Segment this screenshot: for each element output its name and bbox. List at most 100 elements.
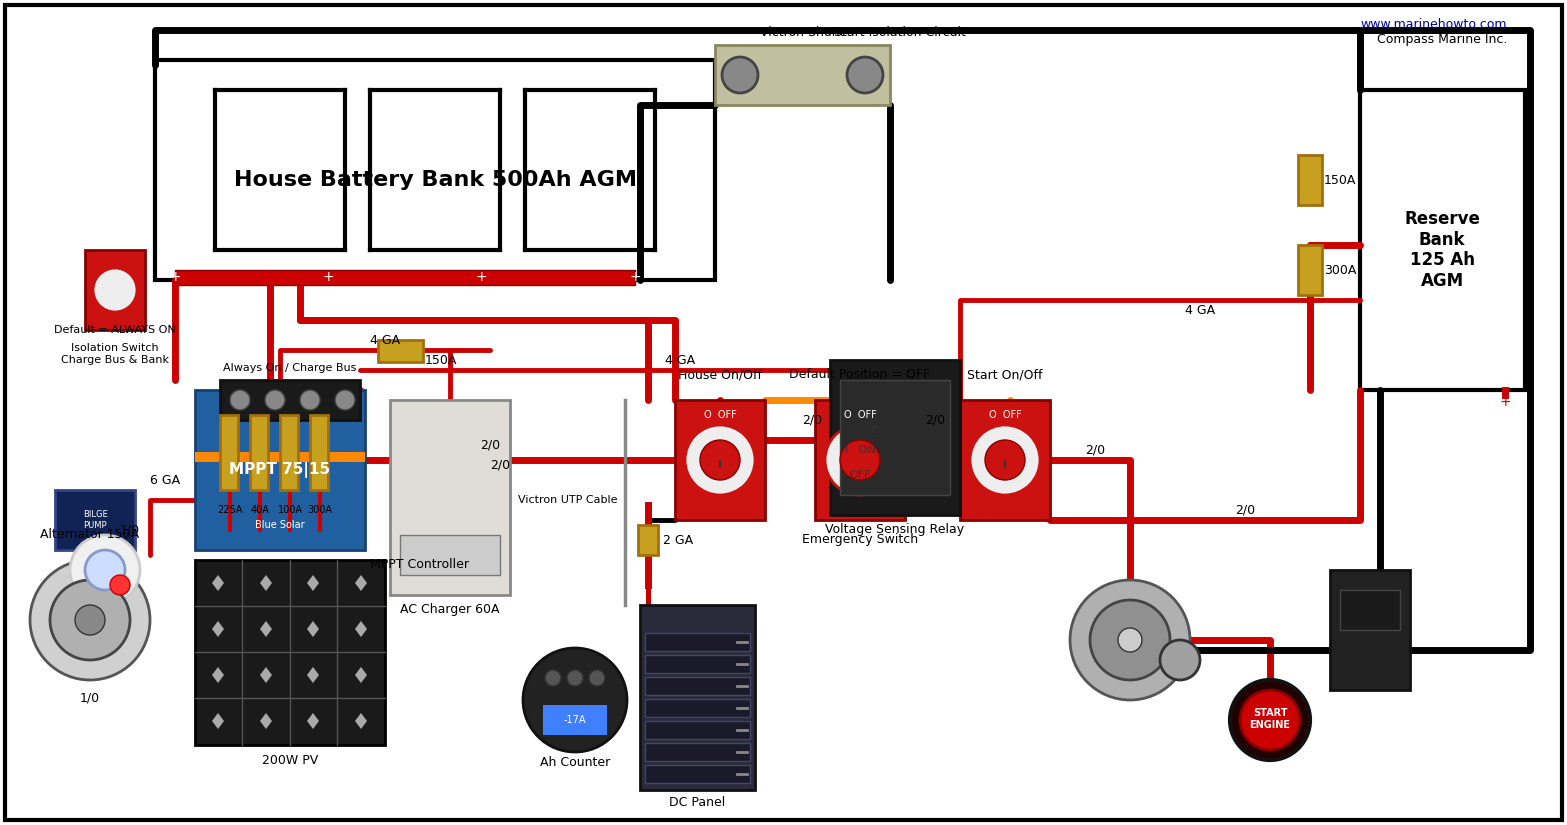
Bar xyxy=(544,705,606,735)
Text: I   ON: I ON xyxy=(845,445,876,455)
Polygon shape xyxy=(307,667,320,683)
Bar xyxy=(1340,590,1399,630)
Circle shape xyxy=(92,268,136,312)
Polygon shape xyxy=(307,621,320,637)
Text: 4 GA: 4 GA xyxy=(664,353,696,366)
Text: 100A: 100A xyxy=(277,505,302,515)
Polygon shape xyxy=(307,575,320,591)
Text: 6 GA: 6 GA xyxy=(150,474,180,487)
Circle shape xyxy=(30,560,150,680)
Text: Default = ALWAYS ON: Default = ALWAYS ON xyxy=(55,325,176,335)
Bar xyxy=(646,765,751,783)
Circle shape xyxy=(85,550,125,590)
Text: Start Isolation Circuit: Start Isolation Circuit xyxy=(834,26,965,39)
Text: 2/0: 2/0 xyxy=(480,439,500,451)
Text: Reserve
Bank
125 Ah
AGM: Reserve Bank 125 Ah AGM xyxy=(1404,210,1479,290)
Bar xyxy=(1330,570,1410,690)
Text: MPPT Controller: MPPT Controller xyxy=(370,559,469,572)
Bar xyxy=(646,721,751,739)
Polygon shape xyxy=(260,621,273,637)
Circle shape xyxy=(1091,600,1171,680)
Circle shape xyxy=(1230,680,1310,760)
Polygon shape xyxy=(356,667,367,683)
Bar xyxy=(1360,90,1525,390)
Text: Default Position = OFF: Default Position = OFF xyxy=(790,369,931,381)
Polygon shape xyxy=(356,713,367,729)
Circle shape xyxy=(523,648,627,752)
Circle shape xyxy=(1117,628,1142,652)
Circle shape xyxy=(299,390,320,410)
Text: 4 GA: 4 GA xyxy=(370,333,400,346)
Bar xyxy=(815,400,906,520)
Text: I: I xyxy=(1003,460,1008,470)
Text: O  OFF: O OFF xyxy=(843,410,876,420)
Bar xyxy=(219,415,238,490)
Polygon shape xyxy=(212,667,224,683)
Bar xyxy=(219,380,360,420)
Text: +: + xyxy=(169,270,180,284)
Bar xyxy=(155,60,715,280)
Circle shape xyxy=(567,670,583,686)
Polygon shape xyxy=(307,713,320,729)
Bar xyxy=(310,415,328,490)
Polygon shape xyxy=(260,667,273,683)
Text: AC Charger 60A: AC Charger 60A xyxy=(400,604,500,616)
Circle shape xyxy=(589,670,605,686)
Text: Voltage Sensing Relay: Voltage Sensing Relay xyxy=(826,524,965,536)
Circle shape xyxy=(1070,580,1189,700)
Polygon shape xyxy=(212,575,224,591)
Text: DC Panel: DC Panel xyxy=(669,795,726,808)
Circle shape xyxy=(685,425,755,495)
Circle shape xyxy=(1160,640,1200,680)
Text: Ah Counter: Ah Counter xyxy=(541,756,610,769)
Bar xyxy=(646,655,751,673)
Text: O: O xyxy=(871,425,879,435)
Bar xyxy=(1297,245,1323,295)
Text: 2/0: 2/0 xyxy=(1235,503,1255,516)
Bar xyxy=(194,560,385,745)
Text: Alternator 150A: Alternator 150A xyxy=(41,529,139,541)
Text: +: + xyxy=(323,270,334,284)
Text: 1/0: 1/0 xyxy=(121,524,139,536)
Text: O  OFF: O OFF xyxy=(704,410,736,420)
Text: 2/0: 2/0 xyxy=(1084,444,1105,456)
Text: House Battery Bank 500Ah AGM: House Battery Bank 500Ah AGM xyxy=(233,170,636,190)
Polygon shape xyxy=(260,575,273,591)
Bar xyxy=(55,490,135,550)
Bar xyxy=(675,400,765,520)
Text: -17A: -17A xyxy=(564,715,586,725)
Circle shape xyxy=(824,425,895,495)
Circle shape xyxy=(970,425,1040,495)
Circle shape xyxy=(848,57,882,93)
Text: 300A: 300A xyxy=(307,505,332,515)
Bar xyxy=(280,415,298,490)
Bar xyxy=(646,633,751,651)
Circle shape xyxy=(986,440,1025,480)
Text: 2/0: 2/0 xyxy=(490,459,511,472)
Circle shape xyxy=(545,670,561,686)
Bar xyxy=(646,743,751,761)
Text: Victron UTP Cable: Victron UTP Cable xyxy=(519,495,617,505)
Text: 4 GA: 4 GA xyxy=(1185,304,1214,317)
Text: www.marinehowto.com: www.marinehowto.com xyxy=(1360,18,1507,31)
Polygon shape xyxy=(260,713,273,729)
Bar xyxy=(194,452,365,462)
Bar xyxy=(715,45,890,105)
Circle shape xyxy=(700,440,740,480)
Text: BILGE
PUMP: BILGE PUMP xyxy=(83,511,108,530)
Text: 1/0: 1/0 xyxy=(80,691,100,705)
Bar xyxy=(1297,155,1323,205)
Circle shape xyxy=(110,575,130,595)
Circle shape xyxy=(840,440,881,480)
Bar xyxy=(194,390,365,550)
Text: 2/0: 2/0 xyxy=(802,413,823,427)
Circle shape xyxy=(71,535,139,605)
Circle shape xyxy=(75,605,105,635)
Bar xyxy=(390,400,509,595)
Text: 2 GA: 2 GA xyxy=(663,534,693,546)
Text: 40A: 40A xyxy=(251,505,270,515)
Polygon shape xyxy=(212,621,224,637)
Text: START: START xyxy=(1252,708,1287,718)
Bar xyxy=(639,605,755,790)
Circle shape xyxy=(335,390,356,410)
